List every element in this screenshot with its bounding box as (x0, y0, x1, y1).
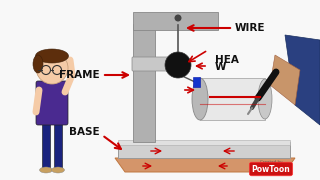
Ellipse shape (39, 167, 52, 173)
Bar (54, 122, 62, 170)
Text: FRAME: FRAME (60, 70, 100, 80)
Polygon shape (270, 55, 300, 105)
FancyBboxPatch shape (36, 81, 68, 125)
Circle shape (165, 52, 191, 78)
Bar (42, 122, 50, 170)
Bar (200, 78, 265, 120)
Text: BASE: BASE (69, 127, 100, 137)
Polygon shape (118, 142, 290, 158)
Text: PowToon: PowToon (252, 165, 290, 174)
Text: W: W (215, 62, 227, 72)
Bar (133, 24, 155, 142)
Bar (193, 77, 200, 87)
Text: HEA: HEA (215, 55, 239, 65)
Bar (48, 74, 56, 84)
Circle shape (36, 52, 68, 84)
Circle shape (174, 15, 181, 21)
Ellipse shape (192, 78, 208, 120)
Bar (118, 140, 290, 145)
Bar (133, 12, 218, 30)
Ellipse shape (258, 79, 272, 119)
Text: WIRE: WIRE (235, 23, 266, 33)
Ellipse shape (52, 167, 65, 173)
Text: Created by: Created by (260, 160, 282, 164)
Ellipse shape (33, 55, 43, 73)
Polygon shape (285, 35, 320, 125)
Ellipse shape (36, 49, 68, 63)
FancyBboxPatch shape (132, 57, 186, 71)
Polygon shape (115, 158, 295, 172)
